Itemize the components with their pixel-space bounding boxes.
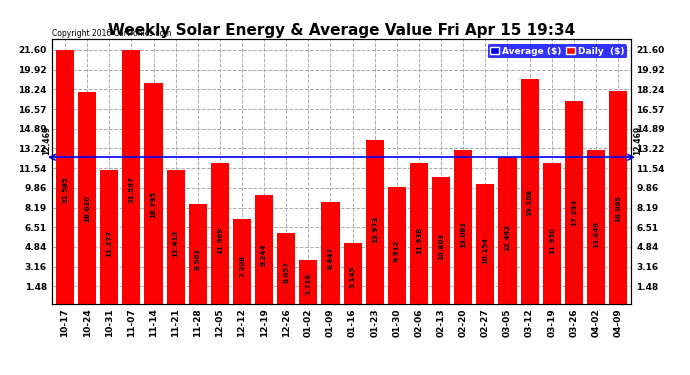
Text: 11.950: 11.950 (549, 227, 555, 254)
Text: 17.293: 17.293 (571, 199, 577, 226)
Text: 18.795: 18.795 (150, 191, 157, 218)
Bar (122, 50, 141, 304)
Bar (211, 163, 229, 304)
Text: 10.803: 10.803 (438, 233, 444, 260)
Bar (520, 79, 539, 304)
Bar (454, 150, 472, 304)
Text: 11.377: 11.377 (106, 230, 112, 257)
Bar (609, 92, 627, 304)
Bar (277, 232, 295, 304)
Bar (410, 164, 428, 304)
Text: Copyright 2016 Cartronics.com: Copyright 2016 Cartronics.com (52, 29, 171, 38)
Text: 8.647: 8.647 (328, 247, 333, 269)
Text: 12.469: 12.469 (41, 126, 51, 156)
Text: 13.081: 13.081 (460, 221, 466, 248)
Bar (366, 140, 384, 304)
Legend: Average ($), Daily  ($): Average ($), Daily ($) (488, 44, 627, 58)
Bar (322, 202, 339, 304)
Text: 3.718: 3.718 (306, 273, 311, 295)
Text: 12.492: 12.492 (504, 224, 511, 251)
Title: Weekly Solar Energy & Average Value Fri Apr 15 19:34: Weekly Solar Energy & Average Value Fri … (108, 23, 575, 38)
Bar (233, 219, 251, 304)
Bar (100, 170, 119, 304)
Bar (564, 100, 583, 304)
Bar (166, 170, 185, 304)
Text: 9.244: 9.244 (261, 244, 267, 266)
Bar (587, 150, 605, 304)
Bar (299, 260, 317, 304)
Text: 10.154: 10.154 (482, 237, 489, 264)
Text: 21.585: 21.585 (62, 176, 68, 203)
Bar (498, 157, 517, 304)
Bar (432, 177, 450, 304)
Bar (388, 187, 406, 304)
Bar (56, 50, 74, 304)
Text: 13.049: 13.049 (593, 221, 599, 248)
Text: 12.469: 12.469 (633, 126, 642, 156)
Bar (144, 83, 163, 304)
Text: 11.938: 11.938 (416, 227, 422, 254)
Text: 9.912: 9.912 (394, 240, 400, 262)
Text: 8.501: 8.501 (195, 248, 201, 270)
Text: 18.065: 18.065 (615, 195, 621, 222)
Bar (476, 184, 495, 304)
Text: 5.145: 5.145 (350, 266, 355, 288)
Bar (78, 92, 96, 304)
Bar (542, 164, 561, 304)
Bar (344, 243, 362, 304)
Text: 7.208: 7.208 (239, 255, 245, 277)
Text: 19.108: 19.108 (526, 189, 533, 216)
Text: 11.969: 11.969 (217, 227, 223, 254)
Text: 11.413: 11.413 (172, 230, 179, 257)
Text: 13.973: 13.973 (372, 216, 377, 243)
Text: 21.597: 21.597 (128, 176, 135, 203)
Text: 18.020: 18.020 (84, 195, 90, 222)
Bar (255, 195, 273, 304)
Text: 6.057: 6.057 (283, 261, 289, 283)
Bar (188, 204, 207, 304)
